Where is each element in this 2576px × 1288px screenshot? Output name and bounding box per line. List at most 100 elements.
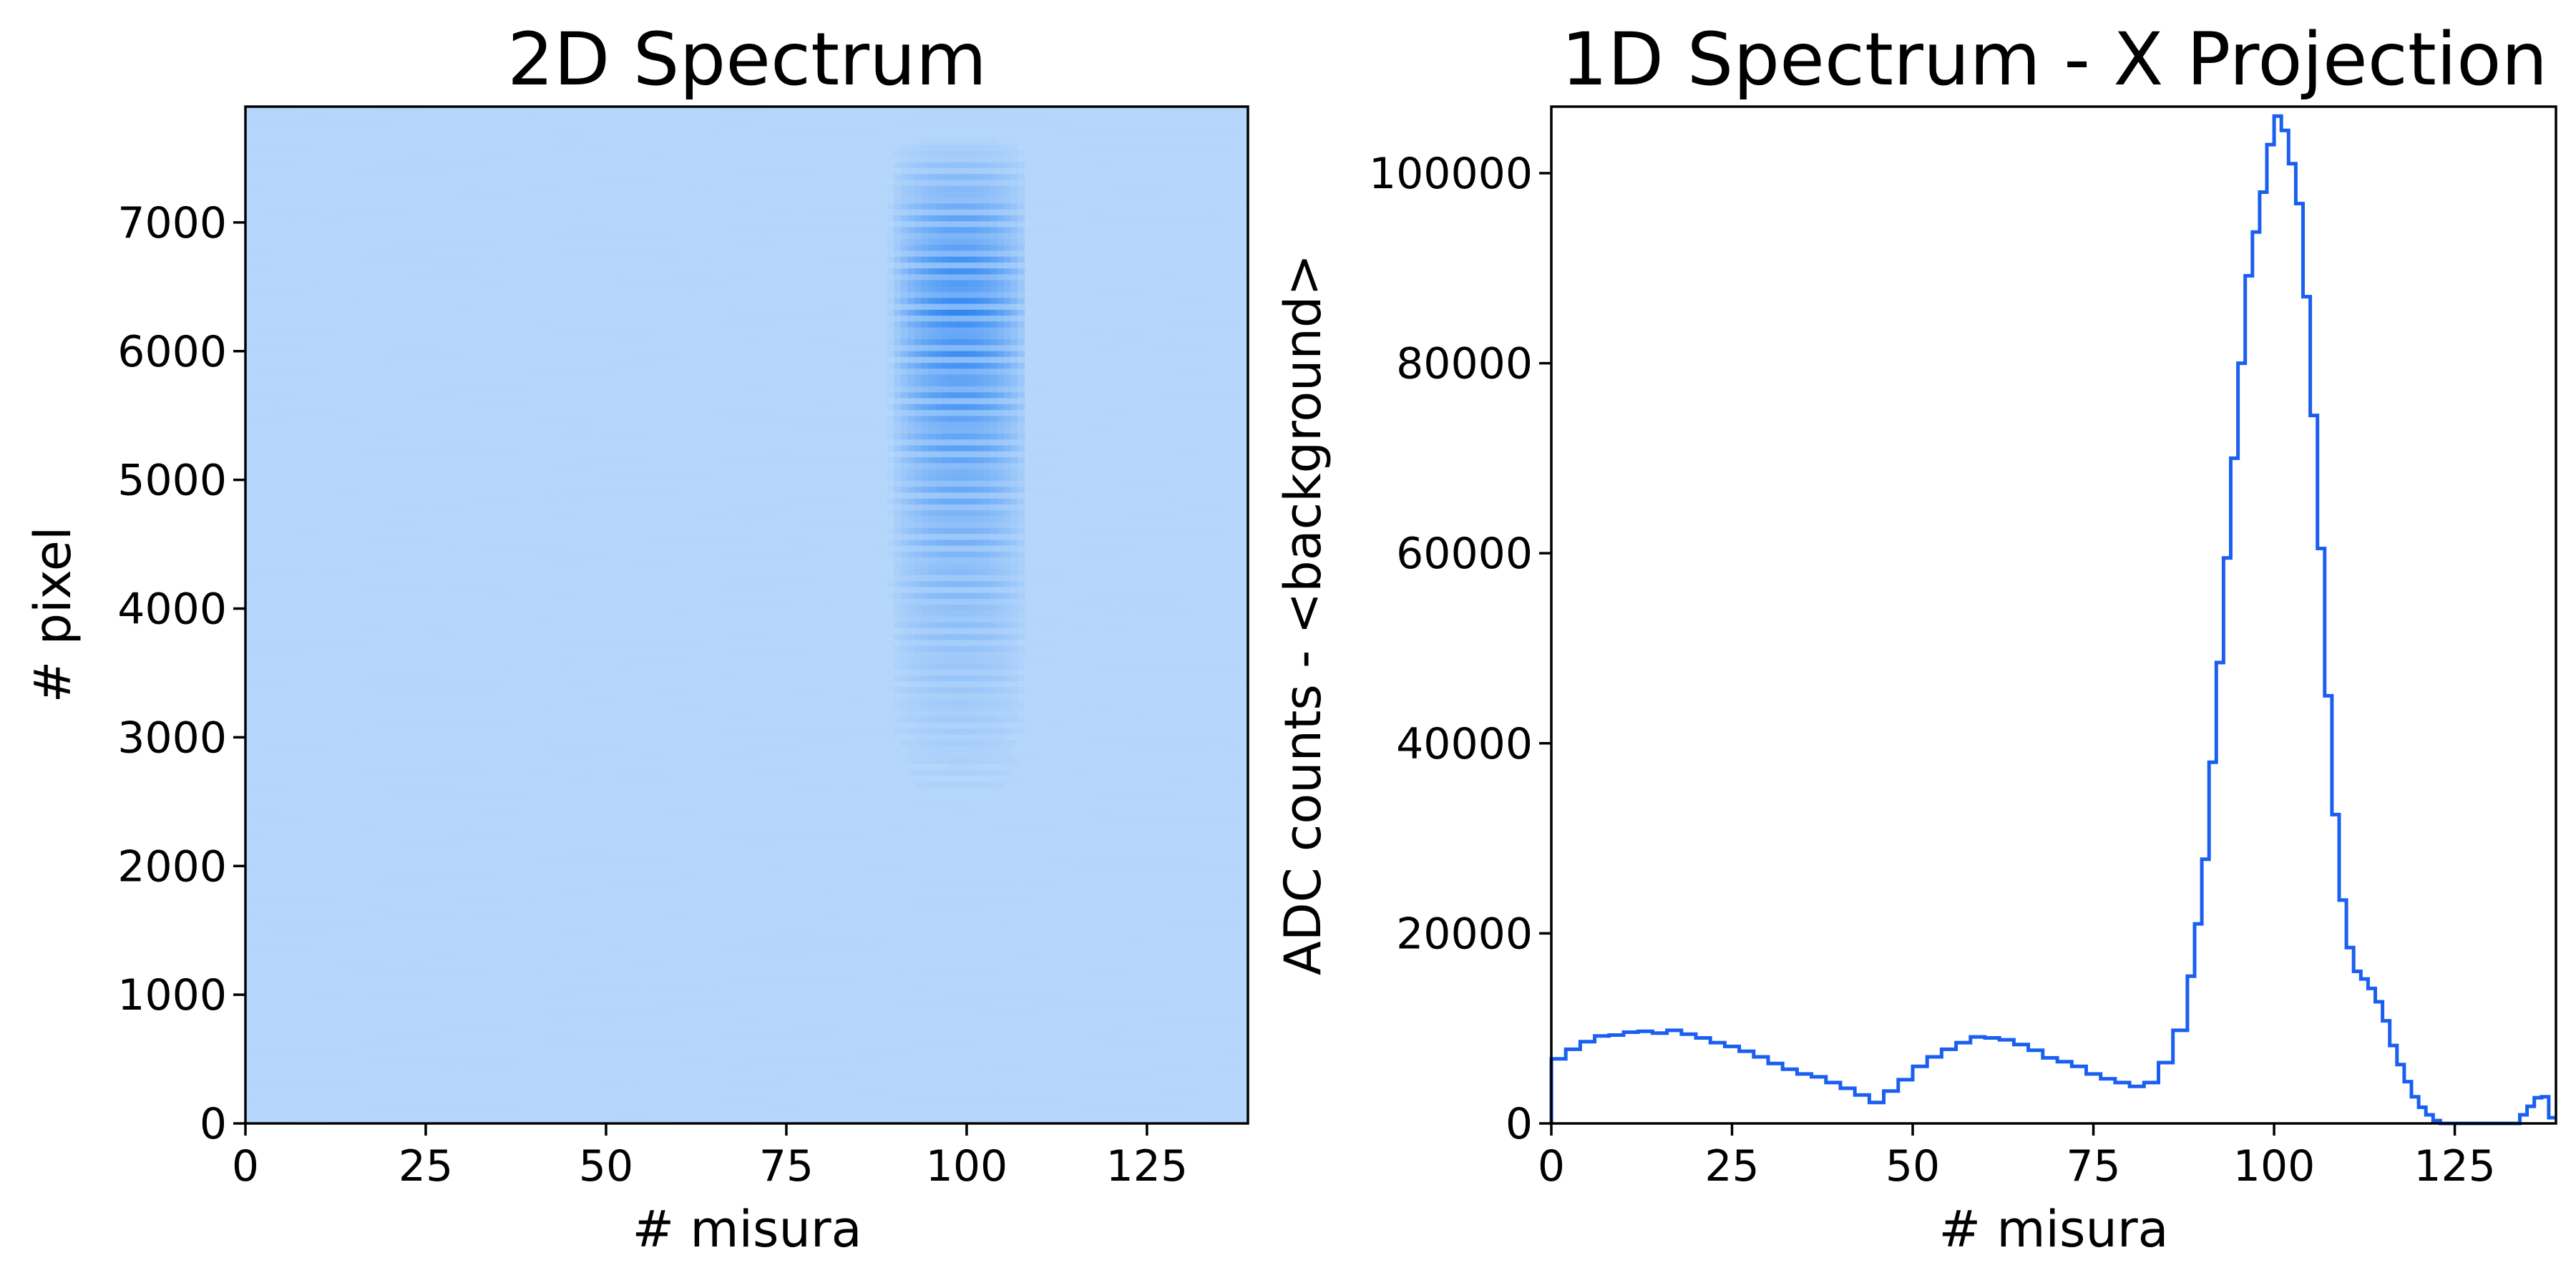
heatmap-cell — [907, 421, 915, 428]
x-tick-label: 100 — [926, 1141, 1008, 1191]
heatmap-cell — [962, 751, 970, 758]
heatmap-cell — [914, 640, 922, 646]
heatmap-cell — [928, 185, 936, 192]
heatmap-cell — [1003, 569, 1011, 575]
heatmap-cell — [1010, 439, 1018, 446]
heatmap-cell — [976, 710, 984, 717]
heatmap-cell — [1010, 604, 1018, 611]
heatmap-cell — [976, 598, 984, 605]
heatmap-cell — [907, 150, 915, 157]
heatmap-cell — [1010, 433, 1018, 440]
heatmap-cell — [997, 545, 1005, 552]
heatmap-cell — [1003, 244, 1011, 251]
heatmap-cell — [942, 527, 950, 535]
heatmap-cell — [949, 427, 957, 434]
heatmap-cell — [928, 427, 936, 434]
heatmap-cell — [942, 150, 950, 157]
heatmap-cell — [894, 391, 902, 399]
heatmap-cell — [949, 716, 957, 723]
heatmap-cell — [914, 704, 922, 711]
heatmap-cell — [983, 716, 991, 723]
heatmap-cell — [976, 439, 984, 446]
heatmap-cell — [914, 327, 922, 333]
heatmap-cell — [962, 167, 970, 175]
heatmap-cell — [914, 575, 922, 582]
heatmap-cell — [1010, 167, 1018, 175]
heatmap-cell — [1017, 498, 1025, 504]
heatmap-cell — [907, 592, 915, 599]
heatmap-cell — [990, 657, 997, 664]
heatmap-cell — [983, 751, 991, 758]
heatmap-cell — [949, 338, 957, 346]
heatmap-cell — [921, 686, 929, 693]
heatmap-cell — [949, 179, 957, 186]
heatmap-cell — [997, 569, 1005, 575]
heatmap-cell — [907, 486, 915, 493]
heatmap-cell — [935, 321, 942, 328]
heatmap-cell — [914, 374, 922, 381]
heatmap-cell — [976, 156, 984, 162]
heatmap-cell — [976, 356, 984, 364]
heatmap-cell — [907, 409, 915, 416]
heatmap-cell — [935, 462, 942, 469]
heatmap-cell — [997, 144, 1005, 151]
heatmap-cell — [1017, 592, 1025, 599]
heatmap-cell — [997, 338, 1005, 346]
heatmap-cell — [962, 244, 970, 251]
heatmap-cell — [976, 622, 984, 628]
heatmap-cell — [935, 215, 942, 222]
heatmap-cell — [969, 238, 977, 245]
heatmap-cell — [1003, 457, 1011, 464]
heatmap-cell — [1017, 262, 1025, 269]
heatmap-cell — [894, 273, 902, 280]
y-tick-label: 20000 — [1396, 909, 1533, 959]
heatmap-cell — [935, 710, 942, 717]
heatmap-cell — [907, 391, 915, 399]
heatmap-cell — [894, 533, 902, 540]
heatmap-cell — [969, 468, 977, 475]
heatmap-cell — [955, 162, 963, 168]
heatmap-cell — [997, 262, 1005, 269]
heatmap-cell — [955, 138, 963, 145]
heatmap-cell — [914, 675, 922, 682]
heatmap-cell — [949, 238, 957, 245]
heatmap-cell — [914, 273, 922, 280]
heatmap-cell — [928, 220, 936, 228]
heatmap-cell — [983, 698, 991, 706]
heatmap-cell — [949, 669, 957, 675]
heatmap-cell — [900, 462, 908, 469]
heatmap-cell — [997, 362, 1005, 369]
heatmap-cell — [983, 391, 991, 399]
heatmap-cell — [983, 203, 991, 210]
heatmap-cell — [969, 191, 977, 198]
heatmap-cell — [942, 185, 950, 192]
heatmap-cell — [969, 415, 977, 422]
heatmap-cell — [990, 451, 997, 457]
heatmap-cell — [914, 268, 922, 275]
heatmap-cell — [907, 693, 915, 699]
heatmap-cell — [921, 545, 929, 552]
heatmap-cell — [914, 492, 922, 499]
heatmap-cell — [900, 504, 908, 511]
heatmap-cell — [942, 368, 950, 375]
heatmap-cell — [997, 651, 1005, 658]
heatmap-cell — [914, 616, 922, 623]
heatmap-cell — [949, 321, 957, 328]
heatmap-cell — [1010, 527, 1018, 535]
heatmap-cell — [990, 633, 997, 640]
heatmap-cell — [983, 268, 991, 275]
heatmap-cell — [1003, 209, 1011, 215]
heatmap-cell — [907, 645, 915, 652]
heatmap-cell — [1003, 391, 1011, 399]
heatmap-cell — [900, 362, 908, 369]
heatmap-cell — [921, 226, 929, 233]
heatmap-cell — [983, 675, 991, 682]
heatmap-cell — [983, 509, 991, 517]
heatmap-cell — [1010, 498, 1018, 504]
heatmap-cell — [928, 191, 936, 198]
heatmap-cell — [1010, 209, 1018, 215]
heatmap-cell — [969, 327, 977, 333]
heatmap-cell — [969, 179, 977, 186]
heatmap-cell — [907, 362, 915, 369]
heatmap-cell — [887, 468, 894, 475]
